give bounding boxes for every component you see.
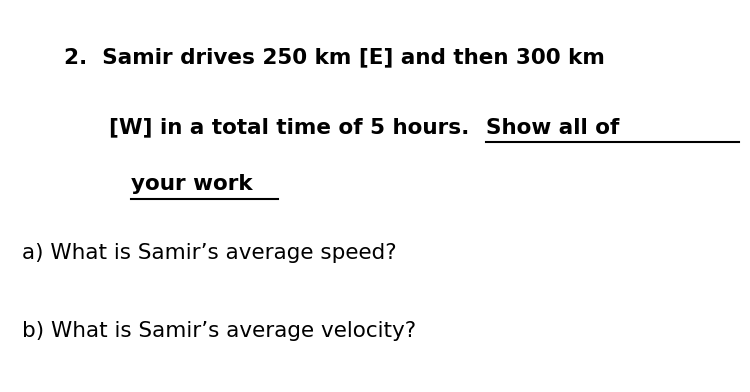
Text: a) What is Samir’s average speed?: a) What is Samir’s average speed? (22, 243, 398, 263)
Text: your work: your work (131, 174, 253, 194)
Text: [W] in a total time of 5 hours.: [W] in a total time of 5 hours. (64, 118, 470, 138)
Text: b) What is Samir’s average velocity?: b) What is Samir’s average velocity? (22, 321, 417, 341)
Text: 2.  Samir drives 250 km [E] and then 300 km: 2. Samir drives 250 km [E] and then 300 … (64, 47, 605, 67)
Text: Show all of: Show all of (486, 118, 620, 138)
